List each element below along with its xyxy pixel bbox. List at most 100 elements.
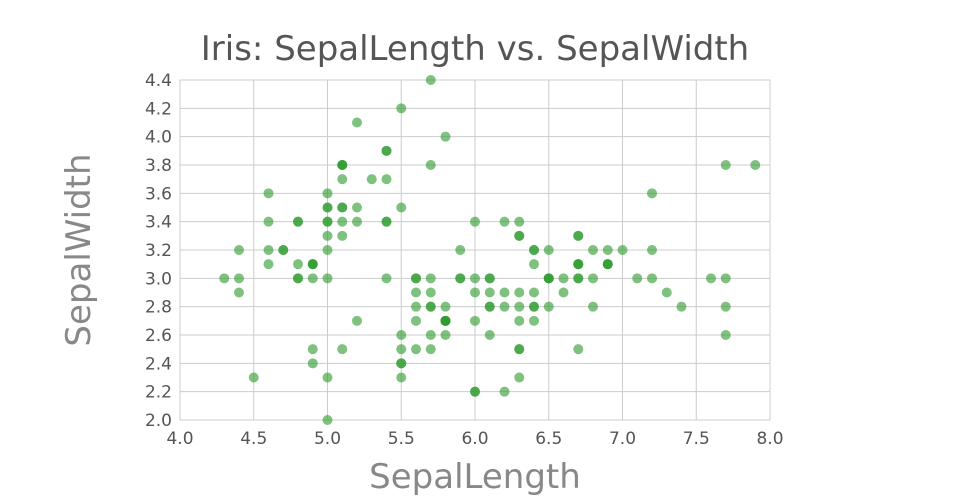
y-tick-label: 3.0 (145, 269, 172, 289)
data-point (750, 160, 761, 170)
data-point (396, 358, 407, 369)
data-point (293, 259, 303, 270)
x-tick-label: 5.5 (388, 429, 415, 449)
data-point (647, 188, 657, 199)
data-point (337, 216, 348, 227)
data-point (440, 131, 451, 142)
data-point (263, 216, 274, 227)
data-point (514, 315, 525, 326)
data-point (248, 372, 259, 383)
data-point (514, 372, 525, 383)
data-point (470, 273, 480, 284)
data-point (411, 344, 421, 355)
y-tick-label: 4.4 (145, 71, 172, 91)
y-tick-label: 2.4 (145, 354, 172, 374)
data-point (470, 216, 480, 227)
y-tick-label: 2.8 (145, 298, 172, 318)
data-point (529, 301, 539, 312)
data-point (307, 344, 318, 355)
y-tick-label: 3.2 (145, 241, 172, 261)
data-point (411, 273, 421, 284)
x-tick-label: 7.5 (683, 429, 710, 449)
y-axis-title: SepalWidth (59, 153, 99, 346)
data-point (322, 188, 333, 199)
data-points (219, 75, 761, 425)
data-point (234, 287, 244, 298)
data-point (366, 174, 377, 185)
data-point (706, 273, 716, 284)
x-tick-label: 8.0 (756, 429, 783, 449)
data-point (499, 216, 510, 227)
data-point (381, 216, 392, 227)
data-point (647, 273, 657, 284)
data-point (263, 245, 274, 255)
data-point (499, 386, 510, 397)
data-point (499, 287, 510, 298)
data-point (676, 301, 687, 312)
data-point (455, 273, 466, 284)
data-point (352, 216, 362, 227)
y-tick-label: 3.4 (145, 213, 172, 233)
data-point (484, 301, 495, 312)
data-point (588, 245, 598, 255)
data-point (440, 330, 451, 340)
data-point (381, 174, 392, 185)
data-point (529, 287, 539, 298)
data-point (425, 160, 436, 170)
data-point (352, 315, 362, 326)
data-point (543, 301, 554, 312)
data-point (602, 245, 613, 255)
y-axis-tick-labels: 2.0 2.2 2.4 2.6 2.8 3.0 3.2 3.4 3.6 3.8 4.0 4.2 4.4 (145, 71, 172, 431)
data-point (263, 259, 274, 270)
data-point (322, 415, 333, 425)
x-tick-label: 6.0 (461, 429, 488, 449)
data-point (411, 315, 421, 326)
data-point (440, 315, 451, 326)
data-point (322, 245, 333, 255)
data-point (588, 273, 598, 284)
data-point (293, 216, 303, 227)
data-point (234, 273, 244, 284)
data-point (720, 160, 731, 170)
data-point (720, 301, 731, 312)
data-point (647, 245, 657, 255)
x-tick-label: 6.5 (535, 429, 562, 449)
data-point (425, 301, 436, 312)
data-point (293, 273, 303, 284)
x-tick-label: 4.5 (240, 429, 267, 449)
data-point (543, 273, 554, 284)
y-tick-label: 4.0 (145, 128, 172, 148)
data-point (514, 230, 525, 241)
data-point (514, 344, 525, 355)
data-point (425, 75, 436, 85)
data-point (352, 117, 362, 128)
data-point (219, 273, 230, 284)
data-point (322, 230, 333, 241)
data-point (514, 287, 525, 298)
data-point (470, 315, 480, 326)
data-point (484, 287, 495, 298)
data-point (455, 245, 466, 255)
data-point (337, 202, 348, 213)
data-point (440, 301, 451, 312)
data-point (425, 330, 436, 340)
data-point (514, 301, 525, 312)
data-point (263, 188, 274, 199)
data-point (425, 273, 436, 284)
data-point (396, 202, 407, 213)
data-point (278, 245, 289, 255)
data-point (573, 344, 584, 355)
data-point (381, 145, 392, 156)
data-point (617, 245, 628, 255)
y-tick-label: 2.0 (145, 411, 172, 431)
x-tick-label: 7.0 (609, 429, 636, 449)
x-axis-title: SepalLength (369, 457, 581, 497)
x-tick-label: 4.0 (166, 429, 193, 449)
data-point (632, 273, 643, 284)
data-point (573, 259, 584, 270)
y-tick-label: 2.6 (145, 326, 172, 346)
data-point (396, 330, 407, 340)
data-point (484, 273, 495, 284)
y-tick-label: 2.2 (145, 383, 172, 403)
